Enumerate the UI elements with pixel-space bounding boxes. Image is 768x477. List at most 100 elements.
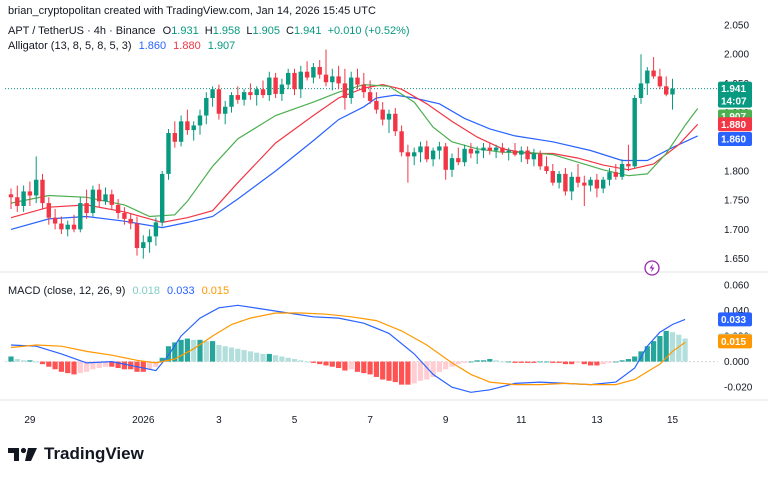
macd-histogram-bar (21, 360, 27, 362)
macd-histogram-bar (619, 360, 625, 362)
macd-histogram-bar (474, 360, 480, 362)
candle-up (462, 148, 467, 163)
alligator-jaw-value: 1.860 (138, 40, 167, 52)
candle-down (525, 150, 530, 160)
macd-label[interactable]: MACD (close, 12, 26, 9) (8, 285, 126, 297)
macd-histogram-bar (329, 361, 335, 367)
macd-histogram-bar (550, 361, 556, 363)
macd-histogram-bar (354, 361, 361, 372)
candle-up (481, 147, 486, 151)
candle-down (550, 170, 555, 183)
candle-up (670, 88, 675, 95)
macd-legend: MACD (close, 12, 26, 9) 0.018 0.033 0.01… (8, 285, 229, 297)
candle-up (147, 236, 152, 243)
alligator-lips-line (10, 83, 699, 218)
candle-up (160, 173, 165, 223)
macd-line-badge-bg (718, 312, 752, 327)
macd-histogram-bar (203, 341, 209, 362)
candle-down (304, 71, 310, 78)
candle-up (412, 152, 417, 157)
candle-up (619, 163, 625, 177)
macd-histogram-bar (285, 357, 291, 362)
candle-up (645, 70, 650, 84)
candle-up (241, 92, 247, 100)
macd-histogram-bar (424, 361, 430, 380)
candle-up (254, 89, 259, 96)
low-value: 1.905 (252, 25, 280, 37)
candle-up (166, 133, 171, 174)
candle-down (468, 148, 474, 154)
macd-histogram-bar (506, 361, 512, 363)
macd-histogram-bar (430, 361, 436, 377)
time-axis-tick-label: 29 (24, 415, 36, 426)
candle-down (443, 146, 448, 170)
macd-histogram-bar (77, 361, 83, 374)
macd-axis-tick-label: 0.040 (724, 306, 749, 317)
macd-histogram-bar (613, 361, 619, 363)
candle-down (582, 182, 587, 186)
macd-histogram-bar (651, 341, 657, 362)
macd-histogram-bar (27, 360, 33, 362)
macd-histogram-bar (310, 361, 316, 363)
candle-down (367, 92, 373, 101)
candle-up (34, 179, 39, 196)
candle-down (393, 113, 398, 132)
macd-histogram-bar (178, 339, 184, 362)
candle-down (260, 89, 266, 96)
macd-hist-value: 0.018 (132, 285, 160, 297)
macd-line (10, 304, 686, 393)
macd-histogram-bar (102, 361, 109, 367)
macd-histogram-bar (52, 361, 58, 370)
candle-down (424, 146, 429, 160)
macd-histogram-bar (165, 346, 172, 362)
candle-up (475, 150, 480, 154)
macd-histogram-bar (115, 361, 121, 368)
macd-histogram-bar (499, 361, 505, 363)
candle-down (657, 76, 663, 87)
candle-down (405, 152, 411, 157)
symbol-title[interactable]: APT / TetherUS · 4h · Binance (8, 25, 156, 37)
candle-up (210, 89, 215, 98)
macd-histogram-bar (682, 338, 688, 362)
macd-histogram-bar (443, 361, 449, 370)
macd-histogram-bar (8, 356, 14, 362)
macd-histogram-bar (657, 336, 663, 362)
candle-down (40, 179, 45, 204)
candle-down (185, 121, 190, 131)
macd-histogram-bar (518, 361, 524, 363)
macd-histogram-bar (46, 361, 52, 367)
alligator-legend: Alligator (13, 8, 5, 8, 5, 3) 1.860 1.88… (8, 40, 235, 52)
macd-histogram-bar (342, 361, 348, 371)
alligator-label[interactable]: Alligator (13, 8, 5, 8, 5, 3) (8, 40, 132, 52)
last-price-badge: 1.941 (721, 84, 746, 95)
candle-up (556, 173, 562, 183)
last-price-badge-bg (718, 81, 752, 108)
change-value: +0.010 (+0.52%) (327, 25, 410, 37)
macd-line-value: 0.033 (167, 285, 195, 297)
candle-up (178, 121, 184, 142)
macd-histogram-bar (222, 346, 228, 362)
time-axis-tick-label: 2026 (132, 415, 155, 426)
tradingview-logo-icon (8, 447, 37, 461)
macd-histogram-bar (594, 361, 600, 366)
open-value: 1.931 (171, 25, 199, 37)
candle-up (267, 77, 272, 96)
macd-histogram-bar (14, 359, 20, 362)
candle-up (569, 176, 574, 192)
macd-histogram-bar (266, 353, 272, 362)
candle-down (128, 218, 133, 224)
macd-histogram-bar (291, 359, 298, 362)
macd-histogram-bar (216, 344, 222, 362)
macd-line-badge: 0.033 (721, 315, 746, 326)
time-axis-tick-label: 9 (443, 415, 449, 426)
candle-up (153, 222, 159, 237)
macd-histogram-bar (323, 361, 329, 366)
macd-histogram-bar (65, 361, 71, 374)
macd-histogram-bar (537, 361, 543, 363)
macd-histogram-bar (33, 361, 39, 363)
macd-histogram-bar (562, 361, 568, 365)
tradingview-brand[interactable]: TradingView (8, 444, 144, 464)
lightning-icon[interactable] (644, 260, 660, 276)
macd-histogram-bar (210, 341, 216, 362)
